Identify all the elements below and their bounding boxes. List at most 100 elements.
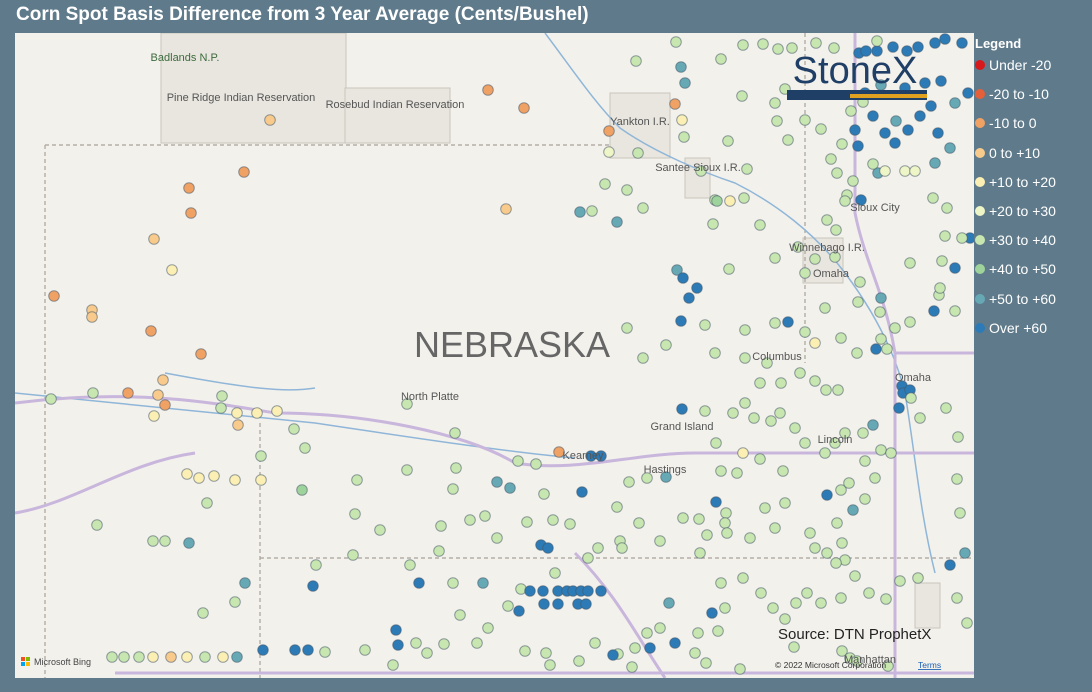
location-dot[interactable] xyxy=(641,472,653,484)
location-dot[interactable] xyxy=(831,167,843,179)
location-dot[interactable] xyxy=(914,412,926,424)
location-dot[interactable] xyxy=(255,474,267,486)
location-dot[interactable] xyxy=(700,657,712,669)
location-dot[interactable] xyxy=(359,644,371,656)
location-dot[interactable] xyxy=(879,165,891,177)
location-dot[interactable] xyxy=(392,639,404,651)
location-dot[interactable] xyxy=(215,402,227,414)
location-dot[interactable] xyxy=(699,319,711,331)
location-dot[interactable] xyxy=(881,343,893,355)
location-dot[interactable] xyxy=(504,482,516,494)
location-dot[interactable] xyxy=(962,87,974,99)
location-dot[interactable] xyxy=(48,290,60,302)
location-dot[interactable] xyxy=(208,470,220,482)
location-dot[interactable] xyxy=(956,37,968,49)
location-dot[interactable] xyxy=(45,393,57,405)
location-dot[interactable] xyxy=(670,36,682,48)
location-dot[interactable] xyxy=(157,374,169,386)
location-dot[interactable] xyxy=(875,292,887,304)
location-dot[interactable] xyxy=(885,447,897,459)
location-dot[interactable] xyxy=(580,598,592,610)
location-dot[interactable] xyxy=(660,471,672,483)
location-dot[interactable] xyxy=(576,486,588,498)
location-dot[interactable] xyxy=(471,637,483,649)
location-dot[interactable] xyxy=(538,488,550,500)
location-dot[interactable] xyxy=(914,110,926,122)
location-dot[interactable] xyxy=(679,77,691,89)
legend-item[interactable]: +40 to +50 xyxy=(975,261,1092,290)
legend-item[interactable]: +10 to +20 xyxy=(975,174,1092,203)
location-dot[interactable] xyxy=(582,552,594,564)
location-dot[interactable] xyxy=(843,477,855,489)
location-dot[interactable] xyxy=(741,163,753,175)
location-dot[interactable] xyxy=(736,90,748,102)
location-dot[interactable] xyxy=(867,419,879,431)
location-dot[interactable] xyxy=(147,535,159,547)
location-dot[interactable] xyxy=(193,472,205,484)
location-dot[interactable] xyxy=(819,447,831,459)
location-dot[interactable] xyxy=(757,38,769,50)
location-dot[interactable] xyxy=(542,542,554,554)
location-dot[interactable] xyxy=(839,195,851,207)
location-dot[interactable] xyxy=(912,41,924,53)
location-dot[interactable] xyxy=(799,267,811,279)
location-dot[interactable] xyxy=(644,642,656,654)
location-dot[interactable] xyxy=(799,114,811,126)
location-dot[interactable] xyxy=(166,264,178,276)
location-dot[interactable] xyxy=(553,446,565,458)
location-dot[interactable] xyxy=(351,474,363,486)
location-dot[interactable] xyxy=(706,607,718,619)
location-dot[interactable] xyxy=(889,137,901,149)
location-dot[interactable] xyxy=(319,646,331,658)
location-dot[interactable] xyxy=(537,585,549,597)
location-dot[interactable] xyxy=(869,472,881,484)
location-dot[interactable] xyxy=(695,165,707,177)
location-dot[interactable] xyxy=(491,476,503,488)
location-dot[interactable] xyxy=(626,661,638,673)
location-dot[interactable] xyxy=(447,577,459,589)
location-dot[interactable] xyxy=(830,224,842,236)
location-dot[interactable] xyxy=(867,158,879,170)
location-dot[interactable] xyxy=(564,518,576,530)
location-dot[interactable] xyxy=(825,153,837,165)
location-dot[interactable] xyxy=(905,392,917,404)
location-dot[interactable] xyxy=(737,39,749,51)
location-dot[interactable] xyxy=(901,45,913,57)
legend-item[interactable]: +30 to +40 xyxy=(975,232,1092,261)
location-dot[interactable] xyxy=(738,192,750,204)
location-dot[interactable] xyxy=(707,218,719,230)
location-dot[interactable] xyxy=(181,468,193,480)
location-dot[interactable] xyxy=(216,390,228,402)
location-dot[interactable] xyxy=(949,97,961,109)
location-dot[interactable] xyxy=(829,437,841,449)
legend-item[interactable]: +20 to +30 xyxy=(975,203,1092,232)
location-dot[interactable] xyxy=(855,194,867,206)
location-dot[interactable] xyxy=(621,184,633,196)
location-dot[interactable] xyxy=(183,537,195,549)
location-dot[interactable] xyxy=(836,537,848,549)
location-dot[interactable] xyxy=(851,655,863,667)
location-dot[interactable] xyxy=(859,455,871,467)
location-dot[interactable] xyxy=(573,655,585,667)
location-dot[interactable] xyxy=(552,598,564,610)
location-dot[interactable] xyxy=(801,587,813,599)
location-dot[interactable] xyxy=(711,195,723,207)
location-dot[interactable] xyxy=(832,384,844,396)
location-dot[interactable] xyxy=(929,37,941,49)
location-dot[interactable] xyxy=(799,326,811,338)
location-dot[interactable] xyxy=(899,165,911,177)
location-dot[interactable] xyxy=(693,513,705,525)
location-dot[interactable] xyxy=(654,535,666,547)
location-dot[interactable] xyxy=(890,115,902,127)
location-dot[interactable] xyxy=(849,570,861,582)
location-dot[interactable] xyxy=(421,647,433,659)
location-dot[interactable] xyxy=(692,627,704,639)
location-dot[interactable] xyxy=(934,282,946,294)
location-dot[interactable] xyxy=(863,587,875,599)
location-dot[interactable] xyxy=(632,147,644,159)
location-dot[interactable] xyxy=(721,527,733,539)
location-dot[interactable] xyxy=(145,325,157,337)
location-dot[interactable] xyxy=(871,35,883,47)
location-dot[interactable] xyxy=(122,387,134,399)
location-dot[interactable] xyxy=(859,493,871,505)
